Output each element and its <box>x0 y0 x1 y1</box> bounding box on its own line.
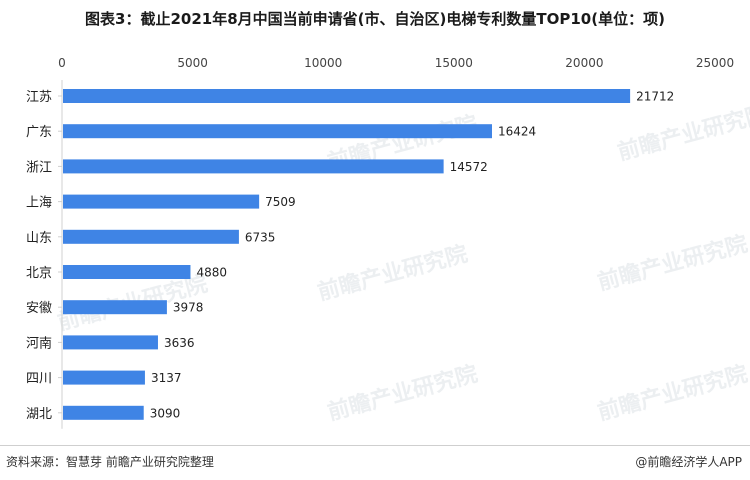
bar <box>63 300 167 315</box>
footer-divider <box>0 445 750 446</box>
category-label: 江苏 <box>26 89 52 105</box>
data-label: 3978 <box>173 301 204 315</box>
data-label: 14572 <box>450 160 488 174</box>
category-label: 河南 <box>26 335 52 351</box>
category-label: 浙江 <box>26 160 52 175</box>
category-label: 上海 <box>26 196 52 211</box>
data-label: 4880 <box>196 266 227 280</box>
category-label: 湖北 <box>26 407 52 422</box>
data-label: 16424 <box>498 125 536 139</box>
x-tick-label: 5000 <box>177 56 208 70</box>
x-tick-label: 10000 <box>304 56 342 70</box>
data-label: 3636 <box>164 336 195 350</box>
watermark-text: 前瞻产业研究院 <box>595 361 750 426</box>
watermark-text: 前瞻产业研究院 <box>315 241 470 306</box>
category-label: 北京 <box>26 266 52 281</box>
x-tick-label: 0 <box>58 56 66 70</box>
x-tick-label: 25000 <box>696 56 734 70</box>
bar <box>63 405 144 420</box>
watermark-text: 前瞻产业研究院 <box>615 101 750 166</box>
category-label: 广东 <box>26 125 52 140</box>
data-label: 3137 <box>151 371 182 385</box>
bar <box>63 265 191 279</box>
source-note: 资料来源：智慧芽 前瞻产业研究院整理 <box>6 455 214 469</box>
bar <box>63 335 158 350</box>
data-label: 3090 <box>150 406 181 420</box>
x-axis: 0 5000 10000 15000 20000 25000 <box>58 56 734 429</box>
category-label: 山东 <box>26 231 52 246</box>
category-label: 安徽 <box>26 301 52 316</box>
x-tick-label: 15000 <box>435 56 473 70</box>
bar <box>63 159 444 174</box>
brand-credit: @前瞻经济学人APP <box>635 455 742 469</box>
x-tick-label: 20000 <box>565 56 603 70</box>
bar <box>63 370 145 385</box>
data-label: 6735 <box>245 230 276 244</box>
data-label: 7509 <box>265 195 296 209</box>
watermark-text: 前瞻产业研究院 <box>595 231 750 296</box>
bar <box>63 229 239 244</box>
chart-title: 图表3：截止2021年8月中国当前申请省(市、自治区)电梯专利数量TOP10(单… <box>85 10 665 28</box>
bars-group: 江苏 21712 广东 16424 浙江 14572 上海 7509 山东 6735 北京 4880 安… <box>26 89 674 422</box>
bar <box>63 89 631 103</box>
category-label: 四川 <box>26 372 52 387</box>
bar <box>63 194 260 209</box>
bar <box>63 124 492 139</box>
watermark-text: 前瞻产业研究院 <box>325 361 480 426</box>
data-label: 21712 <box>636 90 674 104</box>
